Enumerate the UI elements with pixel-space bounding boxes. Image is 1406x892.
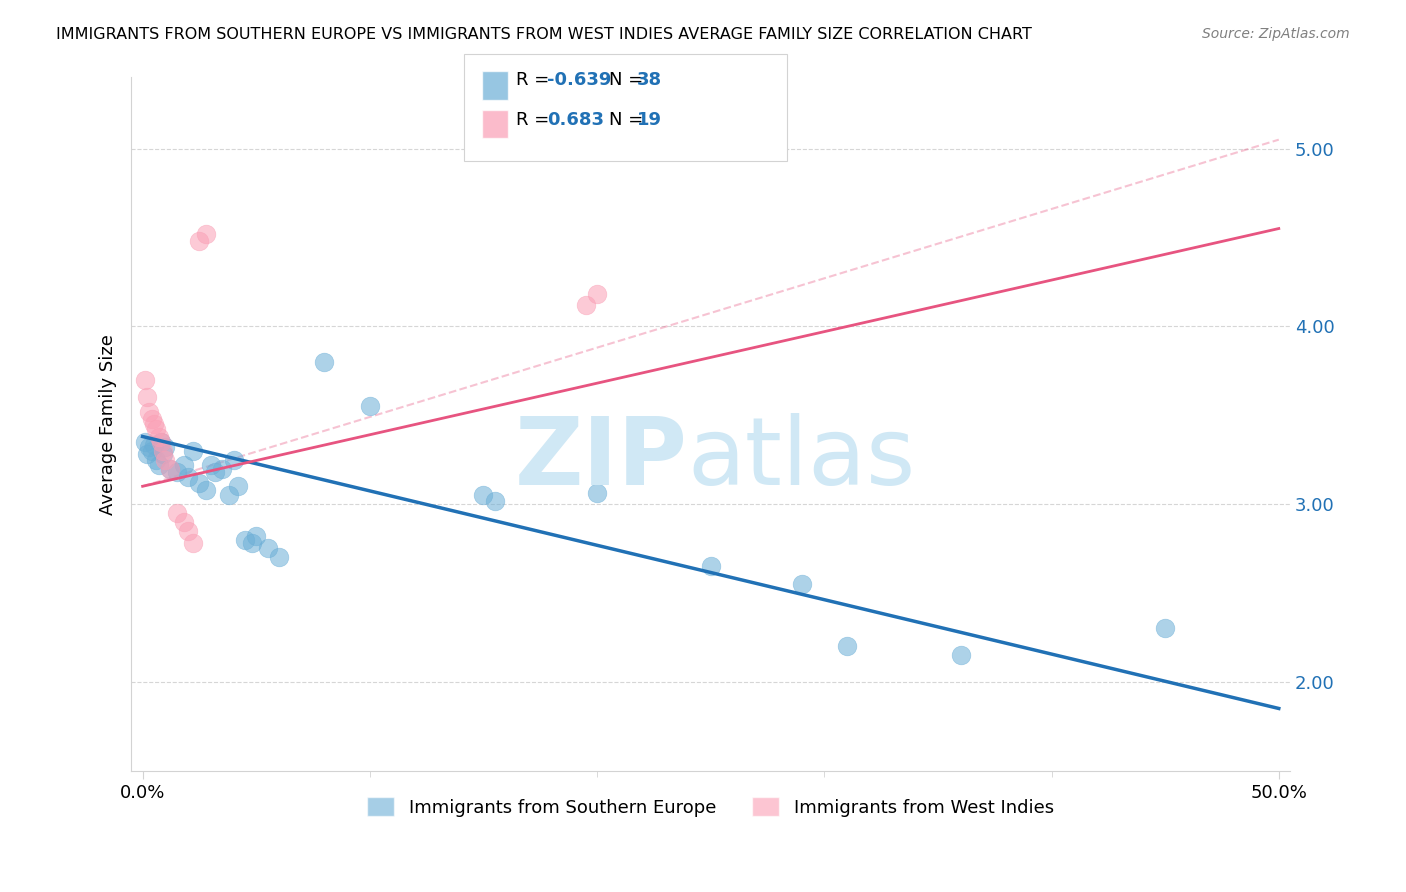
Point bbox=[575, 298, 598, 312]
Point bbox=[181, 443, 204, 458]
Point bbox=[218, 488, 240, 502]
Point bbox=[143, 417, 166, 431]
Text: 19: 19 bbox=[637, 112, 662, 129]
Point bbox=[586, 486, 609, 500]
Point bbox=[145, 422, 167, 436]
Point bbox=[314, 355, 336, 369]
Point bbox=[141, 443, 163, 458]
Point bbox=[204, 465, 226, 479]
Point bbox=[188, 234, 211, 248]
Point bbox=[177, 470, 200, 484]
Point bbox=[1154, 622, 1177, 636]
Point bbox=[267, 550, 290, 565]
Point bbox=[949, 648, 972, 662]
Point bbox=[245, 529, 267, 543]
Point bbox=[226, 479, 249, 493]
Point bbox=[188, 475, 211, 490]
Text: ZIP: ZIP bbox=[515, 413, 688, 505]
Point bbox=[143, 438, 166, 452]
Point bbox=[586, 287, 609, 301]
Point bbox=[790, 577, 813, 591]
Point bbox=[211, 461, 233, 475]
Point bbox=[200, 458, 222, 472]
Point bbox=[222, 452, 245, 467]
Point bbox=[149, 434, 172, 449]
Point bbox=[195, 227, 218, 241]
Point bbox=[138, 404, 160, 418]
Point bbox=[240, 536, 263, 550]
Point bbox=[173, 515, 195, 529]
Text: 38: 38 bbox=[637, 71, 662, 89]
Point bbox=[152, 447, 174, 461]
Point bbox=[145, 452, 167, 467]
Point bbox=[155, 440, 177, 454]
Point bbox=[256, 541, 278, 556]
Point bbox=[173, 458, 195, 472]
Point bbox=[136, 391, 159, 405]
Legend: Immigrants from Southern Europe, Immigrants from West Indies: Immigrants from Southern Europe, Immigra… bbox=[360, 790, 1062, 824]
Y-axis label: Average Family Size: Average Family Size bbox=[100, 334, 117, 515]
Text: -0.639: -0.639 bbox=[547, 71, 612, 89]
Text: 0.683: 0.683 bbox=[547, 112, 605, 129]
Point bbox=[138, 440, 160, 454]
Point bbox=[152, 443, 174, 458]
Point bbox=[699, 559, 721, 574]
Point bbox=[159, 461, 181, 475]
Point bbox=[155, 452, 177, 467]
Point bbox=[181, 536, 204, 550]
Text: atlas: atlas bbox=[688, 413, 915, 505]
Point bbox=[134, 373, 156, 387]
Point bbox=[136, 447, 159, 461]
Point bbox=[177, 524, 200, 538]
Point bbox=[159, 461, 181, 475]
Text: Source: ZipAtlas.com: Source: ZipAtlas.com bbox=[1202, 27, 1350, 41]
Point bbox=[472, 488, 495, 502]
Point bbox=[149, 434, 172, 449]
Point bbox=[484, 493, 506, 508]
Text: IMMIGRANTS FROM SOUTHERN EUROPE VS IMMIGRANTS FROM WEST INDIES AVERAGE FAMILY SI: IMMIGRANTS FROM SOUTHERN EUROPE VS IMMIG… bbox=[56, 27, 1032, 42]
Point bbox=[141, 411, 163, 425]
Point bbox=[166, 506, 188, 520]
Point bbox=[166, 465, 188, 479]
Point bbox=[134, 434, 156, 449]
Point bbox=[233, 533, 256, 547]
Text: N =: N = bbox=[609, 71, 648, 89]
Point bbox=[835, 640, 858, 654]
Point bbox=[148, 429, 170, 443]
Point bbox=[148, 458, 170, 472]
Text: R =: R = bbox=[516, 112, 561, 129]
Point bbox=[359, 399, 381, 413]
Text: R =: R = bbox=[516, 71, 555, 89]
Text: N =: N = bbox=[609, 112, 648, 129]
Point bbox=[195, 483, 218, 497]
